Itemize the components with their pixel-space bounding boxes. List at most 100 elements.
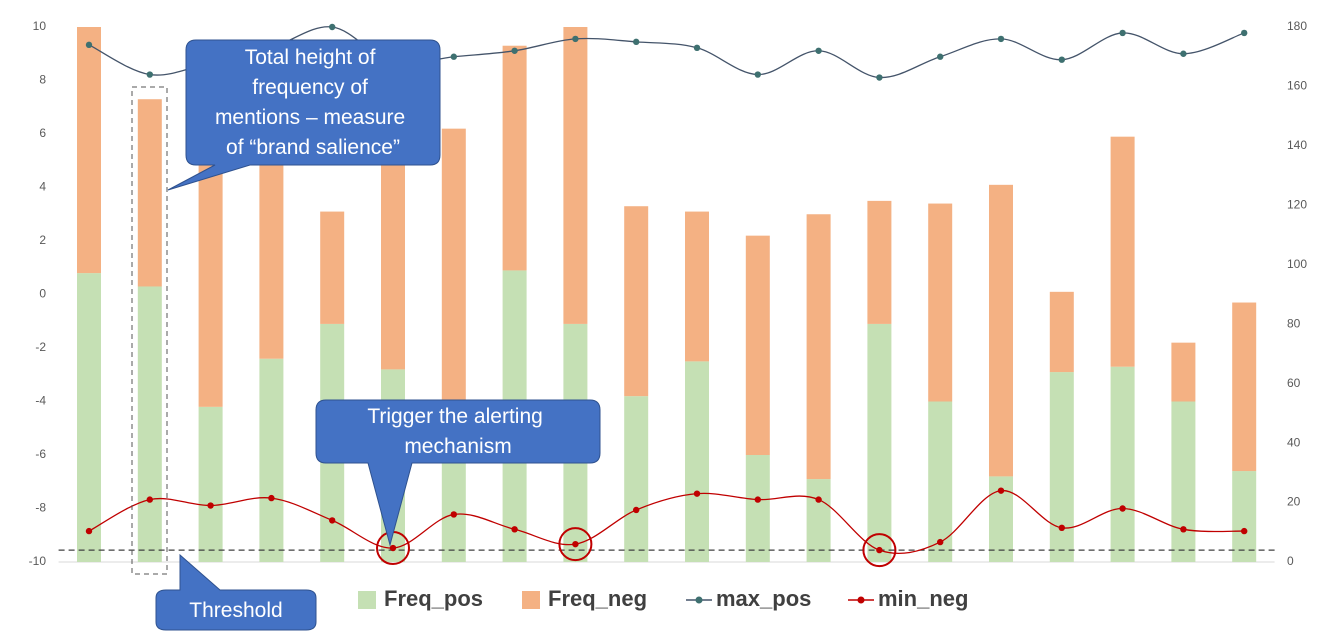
bar bbox=[563, 27, 588, 324]
legend-label: max_pos bbox=[716, 586, 811, 611]
bar bbox=[1232, 302, 1257, 472]
bar bbox=[928, 203, 953, 402]
line-point bbox=[693, 490, 701, 497]
line-point bbox=[572, 35, 579, 43]
bar bbox=[502, 45, 527, 271]
bar bbox=[137, 99, 162, 287]
y2-tick-label: 80 bbox=[1287, 316, 1301, 330]
bar bbox=[624, 206, 649, 397]
line-point bbox=[389, 544, 397, 552]
line-point bbox=[815, 496, 822, 503]
callout-text: Trigger the alerting mechanism bbox=[367, 405, 548, 458]
bar bbox=[867, 323, 892, 562]
line-point bbox=[572, 540, 579, 548]
y2-tick-label: 160 bbox=[1287, 79, 1307, 93]
y-tick-label: -4 bbox=[35, 394, 46, 408]
y-tick-label: -2 bbox=[35, 340, 46, 354]
bar bbox=[198, 406, 223, 562]
alert-circle bbox=[862, 533, 897, 568]
y2-tick-label: 60 bbox=[1287, 376, 1301, 390]
line-point bbox=[1180, 50, 1187, 57]
callout-shape bbox=[167, 39, 441, 191]
y2-tick-label: 100 bbox=[1287, 257, 1307, 271]
bar bbox=[1110, 366, 1135, 562]
line-point bbox=[997, 487, 1005, 494]
line-point bbox=[146, 496, 153, 503]
callout-line: mechanism bbox=[404, 435, 511, 458]
line-point bbox=[207, 502, 214, 509]
bar bbox=[806, 479, 831, 562]
y-tick-label: 0 bbox=[39, 287, 46, 301]
bar bbox=[685, 361, 709, 562]
line-point bbox=[876, 546, 883, 554]
y-tick-label: -8 bbox=[35, 501, 46, 515]
legend-marker bbox=[695, 596, 703, 604]
legend-label: Freq_pos bbox=[384, 586, 483, 611]
callouts: Total height of frequency of mentions – … bbox=[155, 39, 601, 631]
callout-text: Threshold bbox=[189, 599, 282, 622]
callout-line: mentions – measure bbox=[215, 106, 405, 129]
line-point bbox=[1119, 29, 1126, 37]
legend-marker bbox=[857, 596, 865, 604]
bar bbox=[624, 396, 649, 562]
line-point bbox=[815, 47, 822, 54]
callout-line: of “brand salience” bbox=[226, 136, 400, 159]
line-point bbox=[511, 47, 518, 54]
legend-label: min_neg bbox=[878, 586, 968, 611]
bar bbox=[928, 401, 953, 562]
line-point bbox=[693, 44, 701, 52]
bar bbox=[1232, 471, 1257, 562]
bar bbox=[1171, 342, 1196, 402]
bar bbox=[867, 200, 892, 324]
y-tick-label: 6 bbox=[39, 126, 46, 140]
bar bbox=[77, 273, 101, 562]
line-point bbox=[450, 511, 457, 518]
callout-shape bbox=[155, 553, 317, 631]
bar bbox=[320, 211, 345, 324]
legend-swatch bbox=[358, 591, 376, 609]
y-tick-label: 8 bbox=[39, 73, 46, 87]
y-tick-label: 4 bbox=[39, 180, 46, 194]
y-tick-label: 2 bbox=[39, 233, 46, 247]
y-tick-label: -10 bbox=[29, 554, 47, 568]
bar bbox=[745, 235, 770, 455]
y2-tick-label: 0 bbox=[1287, 554, 1294, 568]
line-point bbox=[1058, 524, 1066, 532]
line-point bbox=[633, 506, 640, 514]
y2-tick-label: 20 bbox=[1287, 495, 1301, 509]
legend-swatch bbox=[522, 591, 540, 609]
line-point bbox=[85, 527, 93, 535]
bar bbox=[989, 184, 1013, 477]
y-tick-label: 10 bbox=[33, 19, 47, 33]
bar bbox=[77, 27, 101, 274]
line-point bbox=[754, 71, 761, 78]
legend-label: Freq_neg bbox=[548, 586, 647, 611]
bar bbox=[745, 455, 770, 562]
bar bbox=[441, 128, 466, 402]
line-point bbox=[146, 71, 153, 78]
line-point bbox=[329, 517, 336, 524]
bar bbox=[806, 214, 831, 480]
line-point bbox=[450, 53, 457, 60]
callout-text: Total height of frequency of mentions – … bbox=[215, 46, 411, 159]
bar bbox=[198, 147, 223, 407]
series-line bbox=[88, 490, 1245, 555]
line-point bbox=[85, 41, 93, 49]
callout-shape bbox=[315, 399, 601, 547]
line-point bbox=[1119, 505, 1126, 512]
bar bbox=[1110, 136, 1135, 367]
y2-tick-label: 120 bbox=[1287, 198, 1307, 212]
line-point bbox=[997, 35, 1005, 43]
bar bbox=[1049, 291, 1074, 373]
callout-line: Trigger the alerting bbox=[367, 405, 542, 428]
line-point bbox=[1241, 527, 1248, 535]
y2-tick-label: 140 bbox=[1287, 138, 1307, 152]
callout-line: frequency of bbox=[252, 76, 368, 99]
bar bbox=[137, 286, 162, 562]
bar bbox=[259, 160, 284, 359]
line-point bbox=[876, 74, 883, 81]
line-point bbox=[268, 494, 275, 502]
alert-circle bbox=[558, 527, 593, 562]
callout-line: Total height of bbox=[245, 46, 376, 69]
line-point bbox=[633, 38, 640, 46]
